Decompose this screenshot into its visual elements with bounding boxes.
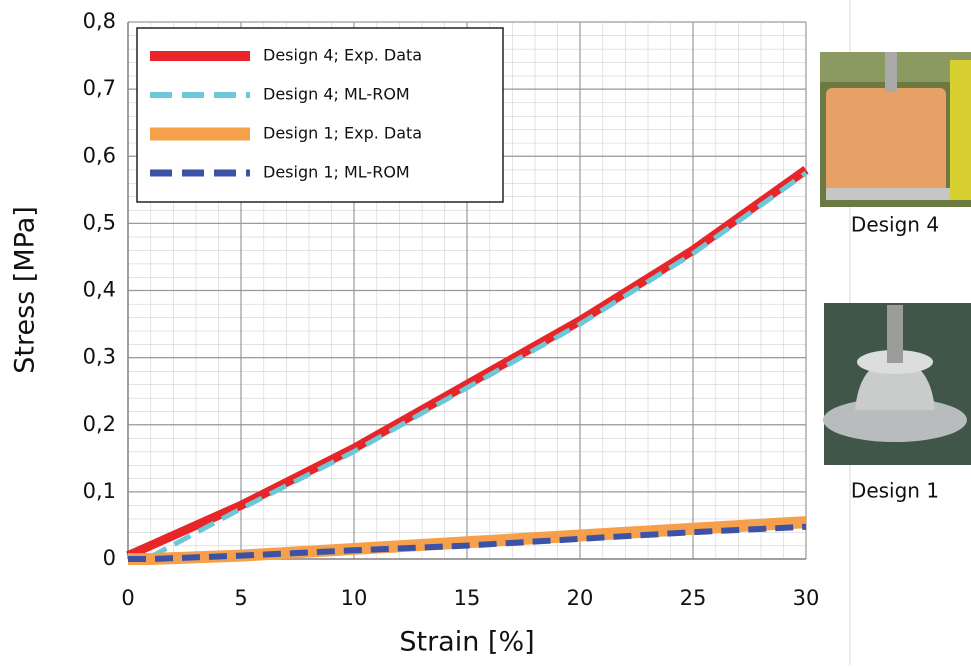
legend-label: Design 1; ML-ROM — [263, 163, 410, 182]
series-line — [126, 166, 809, 560]
y-tick-label: 0,2 — [83, 412, 116, 436]
photo-caption: Design 4 — [851, 213, 939, 237]
y-tick-label: 0,4 — [83, 278, 116, 302]
x-tick-label: 10 — [341, 586, 368, 610]
x-tick-label: 5 — [234, 586, 247, 610]
x-tick-label: 30 — [793, 586, 820, 610]
y-tick-label: 0,6 — [83, 143, 116, 167]
y-tick-label: 0 — [103, 546, 116, 570]
y-tick-label: 0,1 — [83, 479, 116, 503]
x-tick-label: 25 — [680, 586, 707, 610]
photo-design-4 — [820, 52, 971, 207]
x-axis-title: Strain [%] — [399, 627, 534, 658]
x-tick-label: 20 — [567, 586, 594, 610]
legend-label: Design 1; Exp. Data — [263, 124, 422, 143]
y-tick-label: 0,7 — [83, 76, 116, 100]
y-tick-label: 0,8 — [83, 9, 116, 33]
x-tick-label: 0 — [121, 586, 134, 610]
x-tick-label: 15 — [454, 586, 481, 610]
legend-label: Design 4; ML-ROM — [263, 85, 410, 104]
y-tick-label: 0,3 — [83, 345, 116, 369]
y-tick-label: 0,5 — [83, 210, 116, 234]
series-line — [149, 170, 808, 560]
series-line — [128, 523, 807, 562]
y-axis-title: Stress [MPa] — [10, 206, 41, 374]
photo-design-1 — [823, 303, 971, 465]
legend-label: Design 4; Exp. Data — [263, 46, 422, 65]
photo-caption: Design 1 — [851, 479, 939, 503]
plot: 0 0,1 0,2 0,3 0,4 0,5 0,6 0,7 0,8 0 5 10 15 20 25 30 Des… — [83, 9, 820, 610]
